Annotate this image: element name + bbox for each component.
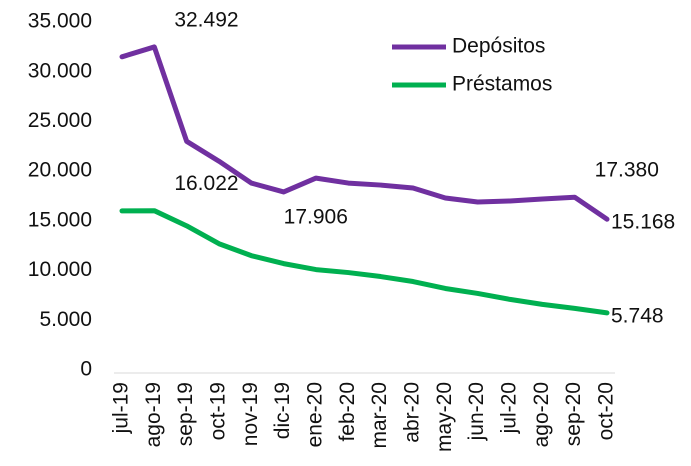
x-tick-label: oct-19 — [207, 382, 230, 440]
data-line — [119, 208, 610, 316]
y-tick-label: 30.000 — [28, 59, 92, 82]
data-label: 5.748 — [611, 304, 664, 327]
x-tick-label: may-20 — [433, 382, 456, 452]
x-tick-label: sep-19 — [174, 382, 197, 446]
legend-label: Depósitos — [452, 35, 545, 58]
data-label: 32.492 — [174, 8, 238, 31]
x-tick-label: nov-19 — [239, 382, 262, 446]
legend-label: Préstamos — [452, 73, 552, 96]
x-tick-label: mar-20 — [368, 382, 391, 449]
x-tick-label: jul-19 — [110, 382, 133, 434]
data-line — [119, 44, 610, 222]
x-tick-label: feb-20 — [336, 382, 359, 442]
y-tick-label: 15.000 — [28, 208, 92, 231]
y-tick-label: 20.000 — [28, 159, 92, 182]
data-label: 17.906 — [284, 206, 348, 229]
data-label: 15.168 — [611, 211, 675, 234]
y-tick-label: 35.000 — [28, 10, 92, 33]
y-tick-label: 0 — [80, 358, 92, 381]
data-label: 17.380 — [595, 159, 659, 182]
y-tick-label: 10.000 — [28, 258, 92, 281]
x-tick-label: jun-20 — [465, 382, 488, 441]
x-tick-label: abr-20 — [401, 382, 424, 443]
y-tick-label: 5.000 — [39, 308, 92, 331]
x-tick-label: dic-19 — [271, 382, 294, 439]
data-label: 16.022 — [174, 172, 238, 195]
x-tick-label: ago-19 — [142, 382, 165, 447]
y-tick-label: 25.000 — [28, 109, 92, 132]
x-tick-label: jul-20 — [498, 382, 521, 434]
x-tick-label: ene-20 — [304, 382, 327, 447]
x-tick-label: oct-20 — [595, 382, 618, 440]
x-tick-label: sep-20 — [562, 382, 585, 446]
x-tick-label: ago-20 — [530, 382, 553, 447]
